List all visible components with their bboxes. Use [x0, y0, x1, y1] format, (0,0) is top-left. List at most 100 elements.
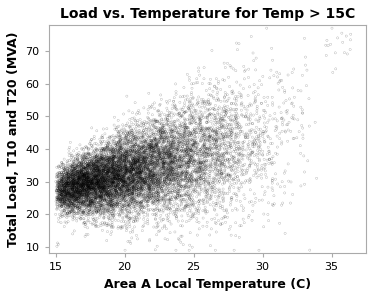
Point	[97, 168, 103, 173]
Point	[112, 173, 117, 178]
Point	[86, 174, 92, 179]
Point	[237, 159, 243, 164]
Point	[117, 162, 123, 166]
Point	[101, 215, 107, 220]
Point	[126, 168, 132, 173]
Point	[93, 166, 98, 170]
Point	[147, 186, 153, 190]
Point	[269, 160, 275, 165]
Point	[82, 157, 88, 162]
Point	[150, 153, 156, 158]
Point	[126, 166, 132, 170]
Point	[121, 173, 127, 178]
Point	[95, 167, 101, 171]
Point	[188, 157, 194, 162]
Point	[76, 184, 82, 189]
Point	[115, 176, 121, 180]
Point	[134, 155, 140, 159]
Point	[66, 194, 72, 198]
Point	[119, 170, 125, 174]
Point	[88, 204, 94, 209]
Point	[63, 179, 69, 184]
Point	[164, 153, 170, 158]
Point	[195, 170, 201, 175]
Point	[133, 181, 139, 186]
Point	[142, 159, 148, 164]
Point	[151, 178, 157, 183]
Point	[113, 190, 119, 195]
Point	[154, 160, 160, 165]
Point	[154, 197, 160, 202]
Point	[85, 178, 91, 183]
Point	[191, 129, 197, 134]
Point	[74, 156, 80, 160]
Point	[176, 181, 182, 186]
Point	[186, 179, 192, 184]
Point	[239, 180, 245, 185]
Point	[64, 206, 70, 210]
Point	[73, 181, 79, 186]
Point	[262, 116, 268, 121]
Point	[183, 178, 189, 183]
Point	[186, 78, 192, 83]
Point	[79, 164, 85, 168]
Point	[81, 184, 87, 189]
Point	[104, 168, 110, 173]
Point	[148, 177, 154, 182]
Point	[139, 144, 145, 148]
Point	[90, 163, 95, 167]
Point	[242, 168, 248, 173]
Point	[207, 202, 213, 207]
Point	[124, 151, 130, 156]
Point	[84, 170, 90, 175]
Point	[99, 173, 105, 178]
Point	[109, 171, 115, 176]
Point	[145, 163, 151, 168]
Point	[110, 179, 116, 184]
Point	[73, 185, 79, 190]
Point	[216, 135, 222, 140]
Point	[204, 146, 210, 151]
Point	[204, 220, 210, 225]
Point	[121, 151, 127, 156]
Point	[200, 197, 206, 202]
Point	[147, 170, 153, 174]
Point	[130, 134, 136, 138]
Point	[78, 186, 84, 191]
Point	[127, 150, 133, 155]
Point	[100, 149, 106, 154]
Point	[125, 189, 131, 193]
Point	[129, 183, 135, 188]
Point	[108, 201, 114, 206]
Point	[191, 134, 197, 139]
Point	[104, 193, 110, 197]
Point	[196, 69, 202, 74]
Point	[214, 146, 220, 150]
Point	[125, 175, 131, 180]
Point	[117, 198, 123, 203]
Point	[108, 187, 114, 191]
Point	[140, 168, 146, 173]
Point	[147, 187, 153, 192]
Point	[186, 145, 192, 150]
Point	[192, 131, 198, 135]
Point	[57, 201, 63, 206]
Point	[233, 141, 239, 146]
Point	[184, 94, 190, 98]
Point	[169, 157, 175, 162]
Point	[132, 132, 138, 137]
Point	[89, 143, 95, 148]
Point	[153, 166, 159, 171]
Point	[69, 165, 75, 170]
Point	[190, 161, 196, 166]
Point	[53, 195, 59, 200]
Point	[128, 186, 134, 190]
Point	[68, 209, 74, 213]
Point	[145, 173, 151, 178]
Point	[241, 69, 247, 74]
Point	[119, 153, 125, 158]
Point	[67, 192, 73, 197]
Point	[92, 173, 98, 178]
Point	[266, 157, 272, 162]
Point	[100, 178, 106, 183]
